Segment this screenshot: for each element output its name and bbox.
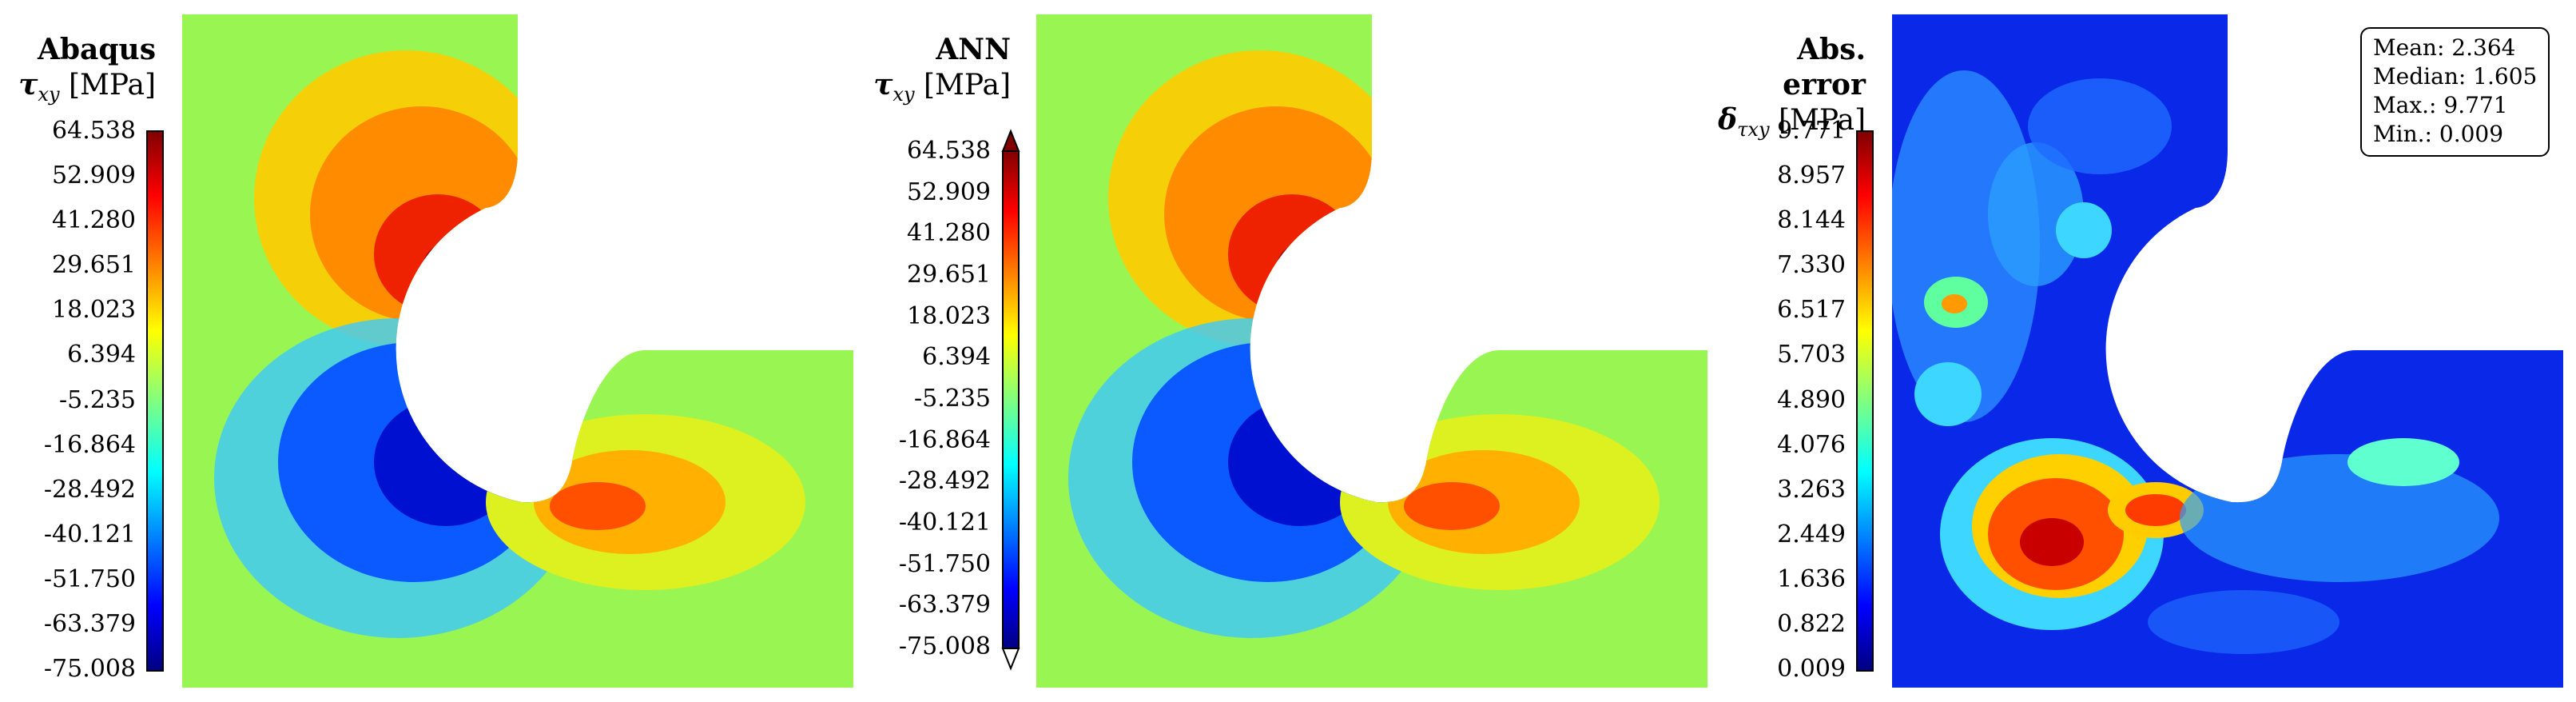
colorbar-tick-label: 8.144: [1777, 206, 1846, 235]
colorbar-tick-label: 0.822: [1777, 609, 1846, 638]
colorbar-tick-label: -75.008: [43, 655, 136, 683]
colorbar-tick-label: 64.538: [52, 117, 136, 145]
error-stats-box: Mean: 2.364 Median: 1.605 Max.: 9.771 Mi…: [2360, 27, 2550, 157]
colorbar-tick-label: 41.280: [907, 219, 991, 248]
colorbar-tick-label: 29.651: [907, 261, 991, 289]
colorbar-tick-label: 29.651: [52, 251, 136, 280]
ann-title-text: ANN: [936, 33, 1011, 66]
colorbar-tick-label: -63.379: [43, 609, 136, 638]
colorbar-tick-label: -40.121: [898, 509, 991, 536]
colorbar-tick-label: 9.771: [1777, 117, 1846, 145]
abaqus-quantity-label: τxy [MPa]: [18, 68, 156, 106]
ann-colorbar: [1001, 129, 1020, 671]
colorbar-tick-label: -5.235: [58, 385, 136, 414]
colorbar-tick-label: 41.280: [52, 206, 136, 235]
colorbar-tick-label: 5.703: [1777, 341, 1846, 369]
colorbar-tick-label: -51.750: [898, 549, 991, 578]
error-quantity-label: δτxy [MPa]: [1718, 103, 1866, 141]
abaqus-colorbar: [146, 130, 164, 672]
colorbar-tick-label: 52.909: [52, 162, 136, 190]
colorbar-tick-label: -16.864: [898, 425, 991, 454]
colorbar-tick-label: -51.750: [43, 564, 136, 593]
error-title-text: Abs. error: [1783, 33, 1866, 102]
colorbar-tick-label: -40.121: [43, 520, 136, 548]
colorbar-tick-label: -5.235: [913, 385, 991, 413]
ann-quantity-label: τxy [MPa]: [873, 68, 1011, 106]
stat-median: Median: 1.605: [2373, 63, 2538, 90]
colorbar-tick-label: -28.492: [898, 467, 991, 496]
abaqus-panel: Abaqus τxy [MPa] 64.538 52.909 41.280 29.65…: [0, 0, 859, 702]
ann-panel: ANN τxy [MPa] 64.538 52.909 41.280 29.651 18: [859, 0, 1718, 702]
colorbar-tick-label: -63.379: [898, 591, 991, 620]
colorbar-tick-label: 1.636: [1777, 564, 1846, 593]
colorbar-tick-label: 18.023: [52, 296, 136, 325]
error-panel: Abs. error δτxy [MPa]: [1718, 0, 2576, 702]
colorbar-tick-label: 18.023: [907, 301, 991, 330]
error-title: Abs. error δτxy [MPa]: [1718, 32, 1866, 147]
colorbar-tick-label: 4.890: [1777, 385, 1846, 414]
colorbar-tick-label: 6.517: [1777, 296, 1846, 325]
colorbar-tick-label: 6.394: [67, 341, 136, 369]
colorbar-tick-label: 4.076: [1777, 430, 1846, 459]
stat-min: Min.: 0.009: [2373, 121, 2504, 147]
colorbar-tick-label: 8.957: [1777, 162, 1846, 190]
colorbar-tick-label: 0.009: [1777, 655, 1846, 683]
stat-mean: Mean: 2.364: [2373, 34, 2516, 61]
colorbar-tick-label: -28.492: [43, 475, 136, 504]
colorbar-tick-label: 64.538: [907, 137, 991, 165]
colorbar-tick-label: 6.394: [922, 343, 991, 372]
abaqus-title-text: Abaqus: [37, 33, 156, 66]
colorbar-tick-label: -16.864: [43, 430, 136, 459]
ann-title: ANN τxy [MPa]: [859, 32, 1011, 112]
colorbar-tick-label: 2.449: [1777, 520, 1846, 548]
abaqus-contour-plot: [182, 14, 853, 688]
abaqus-title: Abaqus τxy [MPa]: [0, 32, 156, 112]
colorbar-tick-label: 7.330: [1777, 251, 1846, 280]
ann-contour-plot: [1036, 14, 1707, 688]
colorbar-tick-label: 52.909: [907, 177, 991, 206]
colorbar-tick-label: -75.008: [898, 632, 991, 660]
colorbar-tick-label: 3.263: [1777, 475, 1846, 504]
stat-max: Max.: 9.771: [2373, 92, 2508, 118]
error-colorbar: [1856, 130, 1874, 672]
